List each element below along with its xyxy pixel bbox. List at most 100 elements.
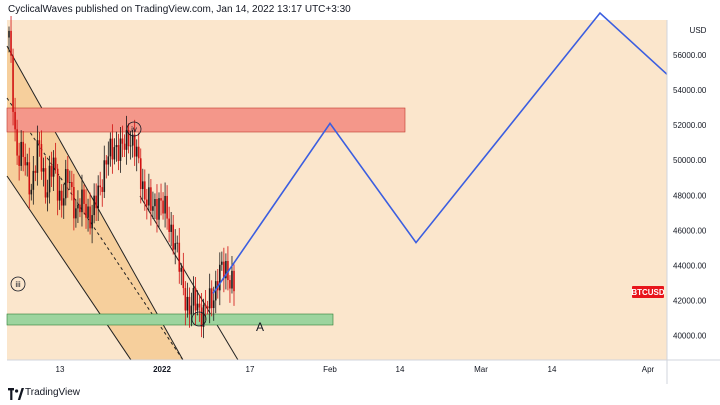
candle-body [107, 156, 110, 165]
candle-body [56, 168, 59, 201]
candle-body [62, 198, 65, 206]
candle-body [66, 169, 69, 183]
candle-body [101, 187, 104, 192]
y-tick-label: 46000.00 [673, 226, 707, 235]
last-price-tag [632, 286, 664, 298]
candle-body [152, 206, 154, 211]
candle-body [71, 182, 73, 188]
candle-body [129, 145, 132, 147]
candle-body [52, 157, 55, 177]
candle-body [73, 187, 75, 219]
y-tick-label: 40000.00 [673, 331, 707, 340]
candle-body [166, 195, 168, 219]
wave-a-label: A [256, 320, 264, 334]
candle-body [99, 185, 102, 188]
candle-body [137, 146, 140, 159]
candle-body [14, 111, 16, 130]
candle-body [83, 189, 85, 204]
candle-body [170, 224, 172, 232]
candle-body [141, 181, 144, 190]
candle-body [180, 267, 183, 272]
candle-body [95, 195, 97, 209]
y-tick-label: 50000.00 [673, 156, 707, 165]
candle-body [93, 195, 95, 216]
projection-path [212, 11, 668, 294]
candle-body [144, 181, 146, 200]
candle-body [204, 304, 207, 307]
y-tick-label: 54000.00 [673, 86, 707, 95]
price-chart[interactable]: iii iv A USD 56000.00 54000.00 52000.00 500… [0, 0, 720, 384]
channel-midline [6, 97, 184, 361]
candle-body [184, 288, 187, 311]
candle-body [36, 140, 39, 173]
candle-body [162, 200, 164, 214]
candle-body [8, 30, 10, 38]
candle-body [182, 267, 185, 289]
candle-body [40, 144, 43, 172]
candle-body [176, 242, 179, 244]
candle-body [172, 224, 174, 250]
y-axis-unit-label: USD [690, 26, 707, 35]
candle-body [194, 287, 197, 311]
wave-iv-label: iv [131, 125, 137, 134]
candle-body [58, 190, 61, 201]
candle-body [202, 304, 205, 327]
candle-body [54, 157, 57, 169]
candle-body [127, 130, 130, 147]
candle-body [221, 261, 223, 265]
footer-brand-label: TradingView [25, 387, 81, 398]
candle-body [186, 296, 189, 311]
candle-body [160, 198, 162, 201]
support-zone [6, 313, 334, 326]
candle-body [91, 215, 93, 229]
candle-body [111, 138, 114, 160]
last-price-tag-label: BTCUSD [631, 288, 665, 297]
footer-bar: TradingView [0, 384, 720, 405]
y-tick-label: 56000.00 [673, 51, 707, 60]
candle-body [75, 208, 77, 219]
candle-body [69, 182, 71, 183]
candle-body [20, 141, 22, 166]
candle-body [28, 162, 31, 195]
y-axis-ticks: 56000.00 54000.00 52000.00 50000.00 48000.00… [673, 51, 707, 340]
candle-body [206, 306, 209, 309]
candle-body [148, 187, 150, 206]
candle-body [79, 204, 81, 213]
candle-body [131, 134, 134, 146]
wave-a-marker [191, 311, 207, 327]
candle-body [32, 170, 35, 190]
candle-body [60, 190, 63, 206]
candle-body [154, 199, 156, 207]
candle-body [24, 156, 27, 166]
candle-body [178, 242, 181, 272]
candle-body [97, 185, 99, 209]
channel-upper-line [6, 45, 184, 361]
candle-body [85, 203, 87, 218]
wave-iii-label: iii [15, 280, 21, 289]
x-tick-label: 14 [396, 365, 405, 374]
candle-body [233, 270, 235, 292]
candle-body [46, 192, 49, 198]
candle-body [105, 160, 108, 165]
candle-body [38, 140, 41, 145]
candle-body [18, 155, 20, 166]
candle-body [212, 300, 215, 309]
candle-body [174, 243, 177, 250]
channel-right-line [139, 195, 239, 361]
x-axis-ticks: 13 2022 17 Feb 14 Mar 14 Apr [56, 365, 655, 374]
candle-body [198, 303, 201, 308]
candle-body [229, 280, 231, 289]
channel-lower-line [6, 175, 132, 361]
candle-body [208, 288, 211, 309]
publisher-header: CyclicalWaves published on TradingView.c… [8, 4, 351, 15]
candle-body [190, 305, 193, 315]
candle-body [115, 145, 118, 148]
candle-body [146, 199, 148, 206]
candle-body [10, 30, 12, 56]
candle-body [156, 199, 158, 220]
candle-body [196, 303, 199, 311]
candle-body [192, 287, 195, 306]
candle-body [81, 189, 83, 213]
candle-body [89, 206, 91, 229]
candle-body [77, 204, 79, 209]
